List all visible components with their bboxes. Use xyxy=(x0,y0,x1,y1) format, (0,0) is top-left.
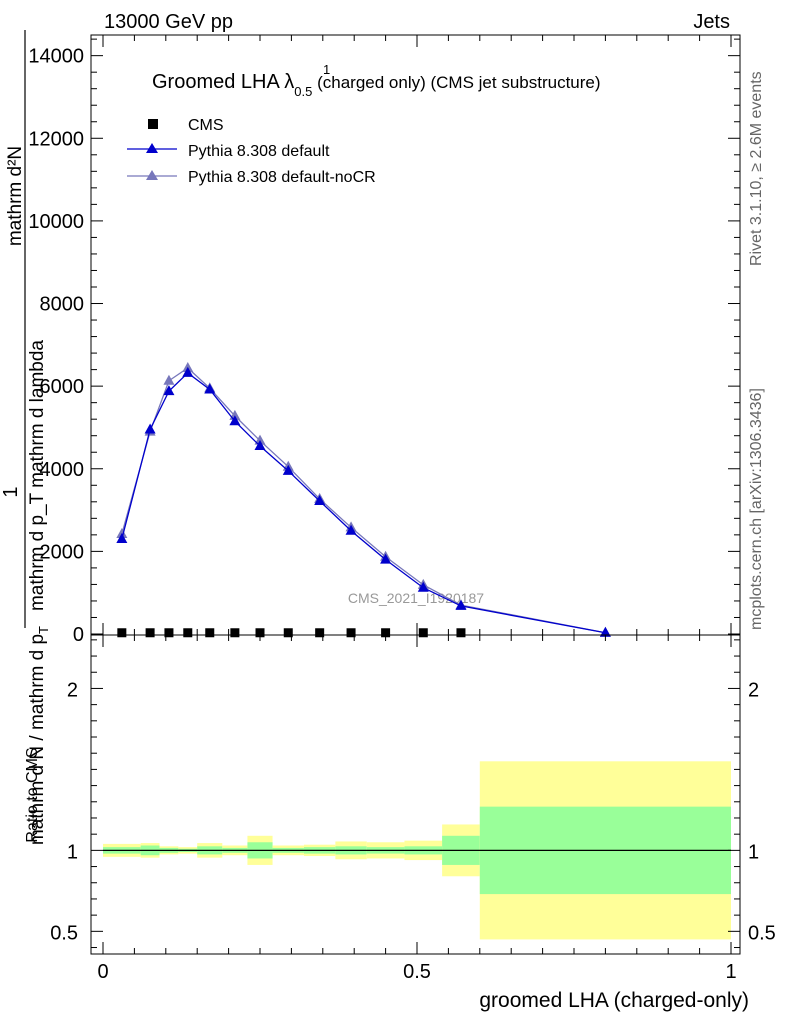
main-ytick-label: 4000 xyxy=(40,459,85,481)
main-y-label: mathrm d²N 1 mathrm d N / mathrm d pT ma… xyxy=(0,30,51,845)
cms-data-point xyxy=(145,628,155,638)
series-marker-1 xyxy=(380,553,392,564)
legend-label-default: Pythia 8.308 default xyxy=(188,143,330,160)
series-marker-1 xyxy=(229,415,241,426)
cms-data-point xyxy=(205,628,215,638)
series-marker-1 xyxy=(144,423,156,434)
y-label-extra: mathrm d²N xyxy=(5,146,26,246)
legend-label-nocr: Pythia 8.308 default-noCR xyxy=(188,169,376,186)
rivet-label: Rivet 3.1.10, ≥ 2.6M events xyxy=(748,71,765,266)
series-marker-1 xyxy=(314,494,326,505)
series-marker-1 xyxy=(599,626,611,637)
watermark: CMS_2021_I1920187 xyxy=(348,590,484,606)
cms-data-point xyxy=(346,628,356,638)
series-marker-1 xyxy=(417,581,429,592)
legend-label-cms: CMS xyxy=(188,117,224,134)
ratio-ytick-label-right: 1 xyxy=(748,841,759,863)
y-label-denominator-1: mathrm d N / mathrm d pT xyxy=(27,626,51,845)
series-marker-1 xyxy=(254,440,266,451)
series-marker-1 xyxy=(345,524,357,535)
ratio-ytick-label-right: 2 xyxy=(748,679,759,701)
main-series-layer xyxy=(116,361,611,638)
main-ytick-label: 12000 xyxy=(28,128,84,150)
cms-data-point xyxy=(164,628,174,638)
header-left: 13000 GeV pp xyxy=(104,11,233,33)
cms-data-point xyxy=(230,628,240,638)
title-subscript: 0.5 xyxy=(294,84,312,99)
ratio-ytick-label: 2 xyxy=(67,679,78,701)
legend-marker-default xyxy=(146,143,158,153)
mcplots-label: mcplots.cern.ch [arXiv:1306.3436] xyxy=(748,388,765,630)
series-marker-1 xyxy=(182,366,194,377)
ratio-panel-frame xyxy=(90,634,741,955)
main-ytick-label: 14000 xyxy=(28,46,84,68)
y-label-denominator-2: mathrm d p_T mathrm d lambda xyxy=(27,340,48,611)
title-rest: (charged only) (CMS jet substructure) xyxy=(312,73,600,92)
y-label-numerator: 1 xyxy=(0,486,22,497)
header-right: Jets xyxy=(693,11,730,33)
cms-data-point xyxy=(456,628,466,638)
series-marker-1 xyxy=(455,599,467,610)
series-marker-1 xyxy=(116,532,128,543)
main-ytick-label: 2000 xyxy=(40,541,85,563)
svg-text:Groomed LHA λ0.5 (charged only: Groomed LHA λ0.5 (charged only) (CMS jet… xyxy=(152,71,601,99)
cms-data-point xyxy=(418,628,428,638)
main-ytick-label: 8000 xyxy=(40,294,85,316)
legend-marker-nocr xyxy=(146,170,158,180)
series-line-1 xyxy=(121,372,606,634)
series-marker-1 xyxy=(282,464,294,475)
main-axis-ticks xyxy=(91,35,740,635)
ratio-xtick-label: 0 xyxy=(97,961,108,983)
title-superscript: 1 xyxy=(323,62,330,77)
cms-data-point xyxy=(381,628,391,638)
x-axis-label: groomed LHA (charged-only) xyxy=(479,989,749,1012)
main-ytick-label: 6000 xyxy=(40,376,85,398)
main-y-tick-labels: 0 2000 4000 6000 8000 10000 12000 14000 xyxy=(28,46,84,646)
y-label-denominator-text: mathrm d N / mathrm d p xyxy=(27,634,48,845)
main-ytick-label: 0 xyxy=(73,624,84,646)
ratio-y-tick-labels: 0.5 0.5 1 1 2 2 xyxy=(50,679,776,944)
legend-marker-cms xyxy=(148,119,158,129)
ratio-bands-layer xyxy=(103,761,731,940)
ratio-xtick-label: 0.5 xyxy=(403,961,431,983)
title-main: Groomed LHA λ xyxy=(152,71,294,93)
y-label-subscript: T xyxy=(36,626,51,634)
series-marker-2 xyxy=(163,374,175,385)
cms-data-point xyxy=(315,628,325,638)
cms-data-point xyxy=(283,628,293,638)
cms-data-point xyxy=(117,628,127,638)
ratio-ytick-label: 1 xyxy=(67,841,78,863)
series-line-2 xyxy=(121,367,606,634)
ratio-y-label: Ratio to CMS xyxy=(24,747,41,842)
ratio-ytick-label: 0.5 xyxy=(50,922,78,944)
series-marker-1 xyxy=(163,385,175,396)
ratio-axis-ticks xyxy=(91,635,740,954)
series-marker-2 xyxy=(254,434,266,445)
legend: CMS Pythia 8.308 default Pythia 8.308 de… xyxy=(127,117,376,186)
cms-data-point xyxy=(255,628,265,638)
ratio-x-tick-labels: 0 0.5 1 xyxy=(97,961,736,983)
series-marker-1 xyxy=(204,383,216,394)
ratio-ytick-label-right: 0.5 xyxy=(748,922,776,944)
main-ytick-label: 10000 xyxy=(28,211,84,233)
plot-title: Groomed LHA λ0.5 (charged only) (CMS jet… xyxy=(152,62,601,99)
cms-data-point xyxy=(183,628,193,638)
ratio-xtick-label: 1 xyxy=(725,961,736,983)
